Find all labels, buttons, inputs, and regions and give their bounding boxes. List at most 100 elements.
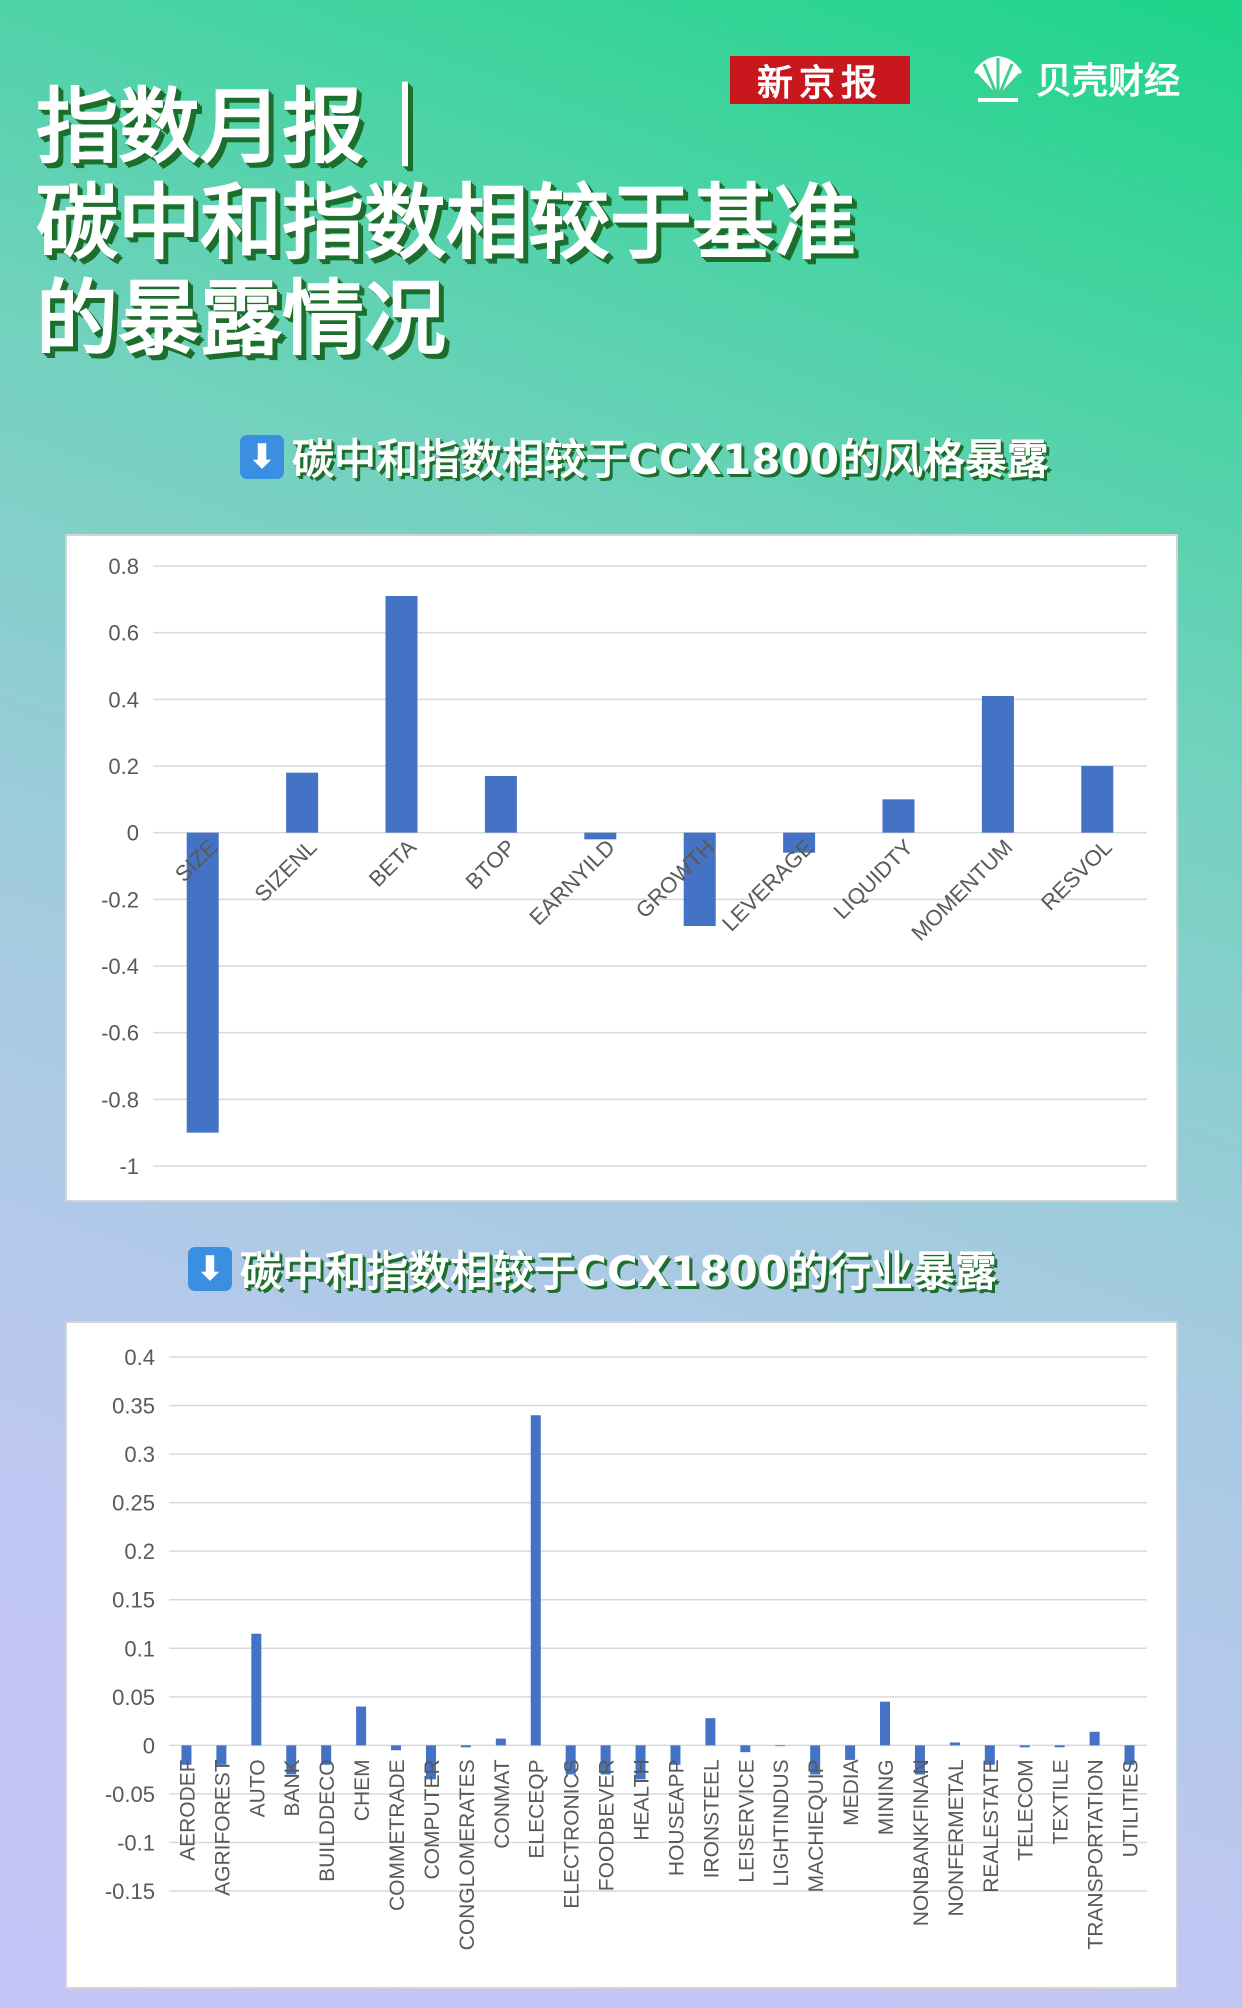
- xinjingbao-logo: 新京报: [730, 56, 910, 104]
- industry-exposure-chart: 0.4 0.35 0.3 0.25 0.2 0.15 0.1 0.05 0 -0.05 -0.1 -0…: [65, 1321, 1178, 1989]
- x-tick-label: UTILITIES: [1120, 1759, 1143, 1857]
- bar: [775, 1745, 786, 1747]
- x-tick-label: MACHIEQUIP: [805, 1759, 828, 1892]
- x-tick-label: IRONSTEEL: [700, 1759, 723, 1878]
- bar: [705, 1718, 716, 1746]
- bar: [740, 1745, 751, 1753]
- x-tick-label: CHEM: [351, 1759, 374, 1821]
- bar: [914, 1745, 925, 1775]
- x-tick-label: LEVERAGE: [717, 835, 819, 937]
- bar: [286, 1745, 297, 1775]
- bar: [484, 776, 517, 833]
- bar: [783, 832, 816, 853]
- bar: [683, 832, 716, 926]
- bar: [1124, 1745, 1135, 1765]
- x-tick-label: AERODEF: [176, 1759, 199, 1861]
- y-tick-label: 0.2: [124, 1539, 155, 1564]
- bar: [460, 1745, 471, 1748]
- y-tick-label: 0.6: [108, 621, 139, 646]
- bar: [880, 1701, 891, 1746]
- industry-section-title: ⬇ 碳中和指数相较于CCX1800的行业暴露: [188, 1238, 997, 1299]
- bar: [565, 1745, 576, 1775]
- bar: [356, 1706, 367, 1746]
- bar: [216, 1745, 227, 1765]
- gridlines: [153, 565, 1147, 1167]
- y-tick-label: 0.4: [108, 687, 139, 712]
- x-tick-label: BANK: [281, 1759, 304, 1816]
- x-tick-label: TRANSPORTATION: [1085, 1759, 1108, 1949]
- x-tick-label: COMPUTER: [421, 1759, 444, 1879]
- x-tick-label: BETA: [364, 834, 421, 891]
- bar: [984, 1745, 995, 1765]
- y-tick-label: -1: [119, 1154, 139, 1179]
- y-tick-label: 0.4: [124, 1345, 155, 1370]
- y-tick-label: 0.05: [112, 1685, 155, 1710]
- x-tick-label: COMMETRADE: [386, 1759, 409, 1911]
- x-tick-label: SIZENL: [249, 835, 321, 907]
- title-line-2: 碳中和指数相较于基准: [36, 176, 857, 271]
- bar: [810, 1745, 821, 1775]
- style-section-title: ⬇ 碳中和指数相较于CCX1800的风格暴露: [240, 426, 1049, 487]
- y-tick-label: 0.3: [124, 1442, 155, 1467]
- style-section-label: 碳中和指数相较于CCX1800的风格暴露: [292, 435, 1049, 484]
- x-tick-label: AGRIFOREST: [211, 1759, 234, 1896]
- x-tick-label: MEDIA: [840, 1759, 863, 1826]
- bar: [391, 1745, 402, 1751]
- bar: [495, 1738, 506, 1746]
- bar: [1054, 1745, 1065, 1748]
- bar: [530, 1415, 541, 1746]
- x-tick-label: LIQUIDTY: [829, 834, 919, 924]
- x-tick-label: ELECEQP: [526, 1759, 549, 1858]
- bar: [981, 696, 1014, 833]
- y-tick-label: -0.8: [101, 1087, 139, 1112]
- bar: [635, 1745, 646, 1780]
- y-tick-label: -0.2: [101, 887, 139, 912]
- x-tick-label: MINING: [875, 1759, 898, 1835]
- y-tick-label: 0.1: [124, 1636, 155, 1661]
- down-arrow-icon: ⬇: [240, 434, 284, 479]
- bar: [286, 772, 319, 833]
- beike-name: 贝壳财经: [1036, 61, 1181, 102]
- y-tick-label: 0: [127, 821, 139, 846]
- bar: [385, 596, 418, 833]
- x-tick-label: CONGLOMERATES: [456, 1759, 479, 1950]
- style-exposure-chart: 0.8 0.6 0.4 0.2 0 -0.2 -0.4 -0.6 -0.8 -1 SIZE SIZEN…: [65, 534, 1178, 1202]
- bar: [670, 1745, 681, 1765]
- title-line-1: 指数月报｜: [36, 80, 447, 175]
- y-tick-label: 0.2: [108, 754, 139, 779]
- x-tick-label: BUILDDECO: [316, 1759, 339, 1882]
- y-tick-label: -0.05: [105, 1782, 155, 1807]
- x-tick-label: HEALTH: [631, 1759, 654, 1840]
- bar: [1089, 1731, 1100, 1746]
- x-tick-label: EARNYILD: [524, 835, 619, 930]
- y-tick-label: 0.35: [112, 1394, 155, 1419]
- bar: [1081, 766, 1114, 833]
- bar: [1019, 1745, 1030, 1748]
- bar: [181, 1745, 192, 1765]
- title-line-3: 的暴露情况: [36, 272, 447, 367]
- x-tick-label: LEISERVICE: [735, 1759, 758, 1882]
- x-tick-label: BTOP: [461, 835, 521, 895]
- x-tick-label: ELECTRONICS: [561, 1759, 584, 1908]
- bar: [845, 1745, 856, 1760]
- shell-logo-icon: [974, 56, 1022, 102]
- down-arrow-icon: ⬇: [188, 1246, 232, 1291]
- y-tick-label: -0.15: [105, 1879, 155, 1904]
- y-tick-label: 0.15: [112, 1588, 155, 1613]
- x-tick-label: LIGHTINDUS: [770, 1759, 793, 1886]
- y-tick-label: 0.25: [112, 1491, 155, 1516]
- y-tick-label: 0: [143, 1733, 155, 1758]
- x-tick-label: MOMENTUM: [906, 835, 1017, 946]
- bar: [600, 1745, 611, 1775]
- bar: [186, 832, 219, 1133]
- industry-section-label: 碳中和指数相较于CCX1800的行业暴露: [240, 1247, 997, 1296]
- x-tick-label: NONBANKFINAN: [910, 1759, 933, 1926]
- beike-logo: 贝壳财经: [968, 50, 1180, 106]
- x-tick-label: CONMAT: [491, 1759, 514, 1849]
- x-tick-label: TELECOM: [1015, 1759, 1038, 1861]
- x-tick-label: AUTO: [246, 1759, 269, 1817]
- bar: [584, 832, 617, 840]
- bar: [425, 1745, 436, 1780]
- y-tick-label: -0.6: [101, 1021, 139, 1046]
